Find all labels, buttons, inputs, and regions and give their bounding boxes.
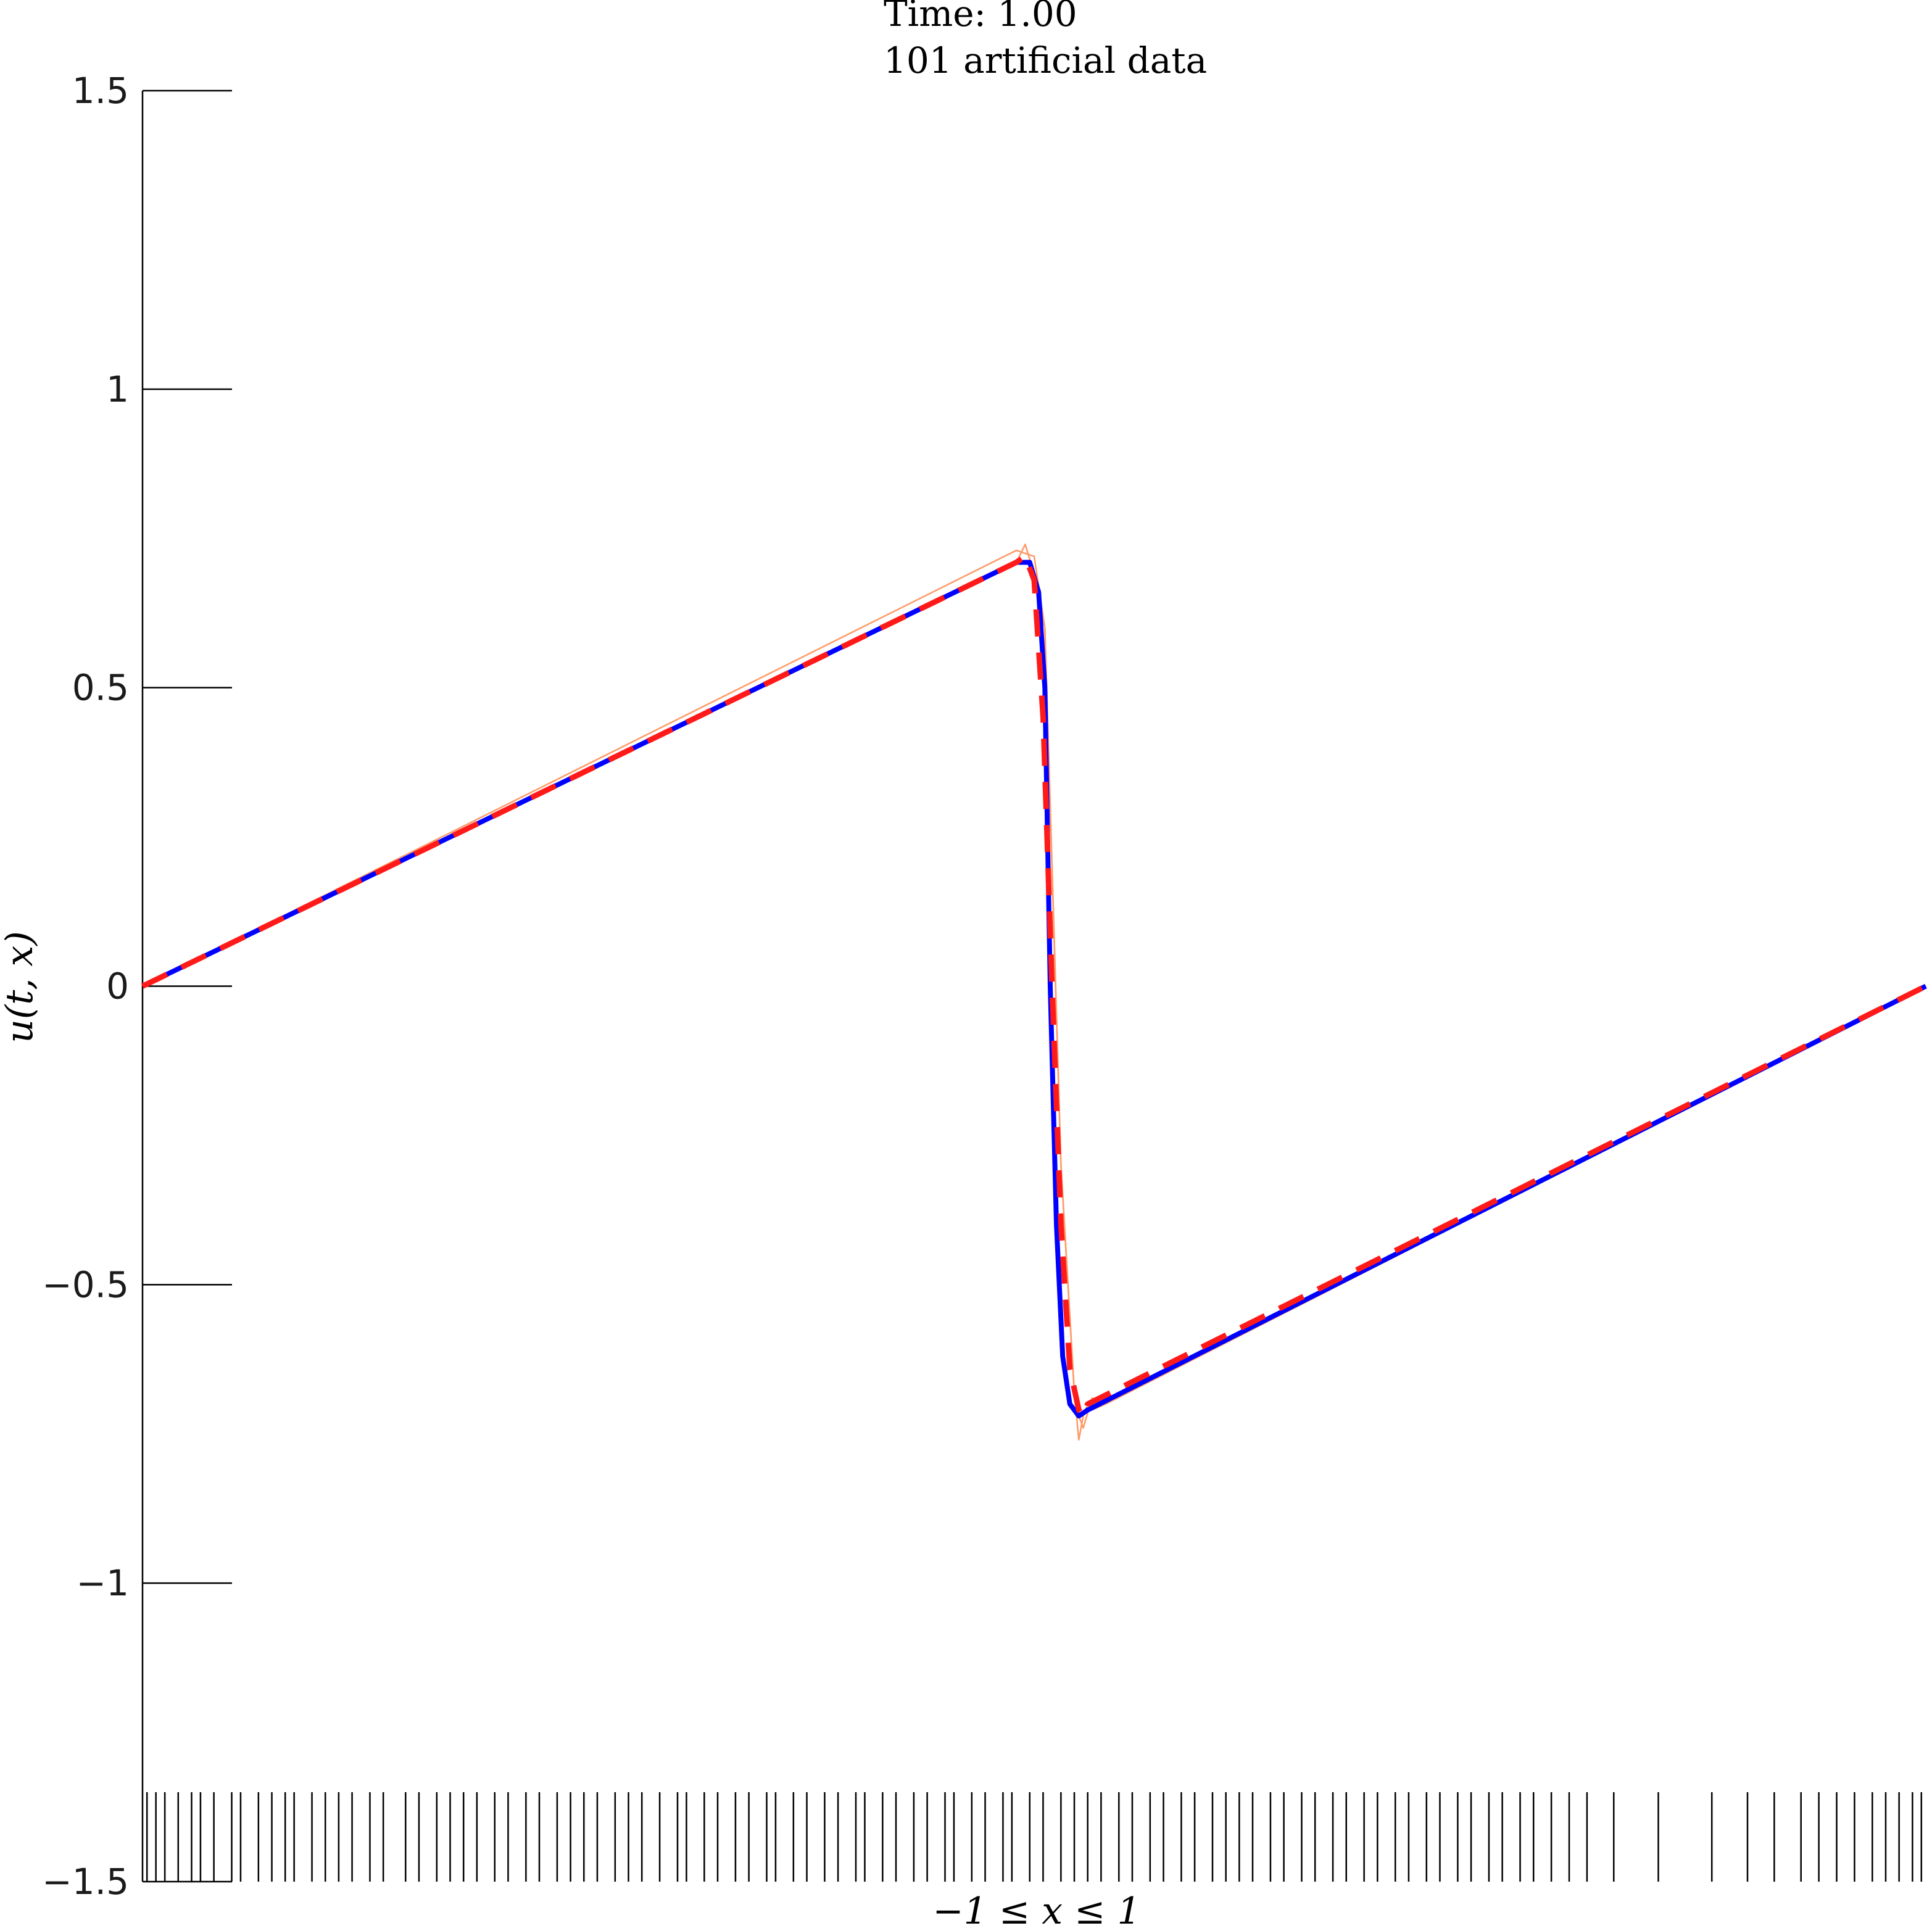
chart-title-line1: Time: 1.00 bbox=[884, 0, 1077, 35]
y-tick-label: 1.5 bbox=[72, 70, 129, 112]
data-point-rug bbox=[146, 1792, 1923, 1882]
x-axis-label: −1 ≤ x ≤ 1 bbox=[932, 1890, 1140, 1931]
series-line-1 bbox=[142, 549, 1926, 1441]
y-tick-label: −0.5 bbox=[42, 1263, 129, 1305]
series-line-2 bbox=[142, 544, 1926, 1429]
y-tick-label: 0.5 bbox=[72, 667, 129, 709]
y-ticks: −1.5 −1 −0.5 0 0.5 1 1.5 bbox=[42, 70, 232, 1903]
series-line-4 bbox=[141, 553, 1928, 1419]
y-tick-label: 0 bbox=[106, 966, 129, 1007]
y-tick-label: −1.5 bbox=[42, 1861, 129, 1903]
series-line-3 bbox=[141, 560, 1927, 1419]
chart-title-line2: 101 artificial data bbox=[884, 39, 1207, 81]
y-tick-label: 1 bbox=[106, 368, 129, 410]
series-group bbox=[141, 544, 1928, 1441]
y-axis-label: u(t, x) bbox=[0, 931, 41, 1043]
y-tick-label: −1 bbox=[77, 1562, 130, 1604]
